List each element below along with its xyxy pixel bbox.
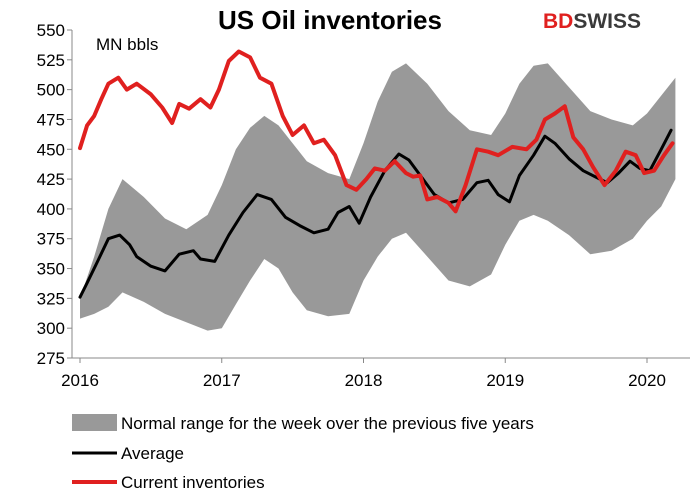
legend-swatch-range bbox=[72, 414, 117, 431]
y-tick-label: 300 bbox=[37, 319, 65, 338]
y-tick-labels: 275 300 325 350 375 400 425 450 475 500 525 550 bbox=[37, 21, 72, 368]
normal-range-area bbox=[80, 63, 676, 331]
y-tick-label: 475 bbox=[37, 110, 65, 129]
legend-label-average: Average bbox=[121, 444, 184, 463]
svg-text:BDSWISS: BDSWISS bbox=[543, 10, 641, 33]
y-tick-label: 425 bbox=[37, 170, 65, 189]
y-tick-label: 375 bbox=[37, 230, 65, 249]
axes bbox=[71, 30, 690, 359]
y-tick-label: 400 bbox=[37, 200, 65, 219]
x-tick-labels: 2016 2017 2018 2019 2020 bbox=[61, 358, 666, 390]
chart-title: US Oil inventories bbox=[218, 5, 442, 35]
y-tick-label: 500 bbox=[37, 81, 65, 100]
brand-logo: BDSWISS bbox=[543, 10, 641, 33]
y-tick-label: 325 bbox=[37, 289, 65, 308]
y-tick-label: 450 bbox=[37, 140, 65, 159]
y-tick-label: 550 bbox=[37, 21, 65, 40]
y-tick-label: 275 bbox=[37, 349, 65, 368]
average-line bbox=[78, 128, 673, 299]
current-inventories-line bbox=[78, 49, 675, 214]
unit-label: MN bbls bbox=[96, 35, 158, 54]
y-tick-label: 525 bbox=[37, 51, 65, 70]
x-tick-label: 2017 bbox=[203, 371, 241, 390]
legend-label-current: Current inventories bbox=[121, 473, 265, 492]
logo-text-bd: BD bbox=[543, 10, 573, 33]
series-lines bbox=[78, 49, 675, 299]
legend: Normal range for the week over the previ… bbox=[72, 414, 534, 492]
legend-item-average: Average bbox=[72, 444, 184, 463]
legend-label-range: Normal range for the week over the previ… bbox=[121, 414, 534, 433]
y-tick-label: 350 bbox=[37, 260, 65, 279]
legend-item-range: Normal range for the week over the previ… bbox=[72, 414, 534, 433]
x-tick-label: 2016 bbox=[61, 371, 99, 390]
legend-item-current: Current inventories bbox=[72, 473, 265, 492]
logo-text-swiss: SWISS bbox=[573, 10, 641, 33]
x-tick-label: 2019 bbox=[486, 371, 524, 390]
x-tick-label: 2018 bbox=[345, 371, 383, 390]
normal-range-band bbox=[80, 63, 676, 331]
x-tick-label: 2020 bbox=[628, 371, 666, 390]
